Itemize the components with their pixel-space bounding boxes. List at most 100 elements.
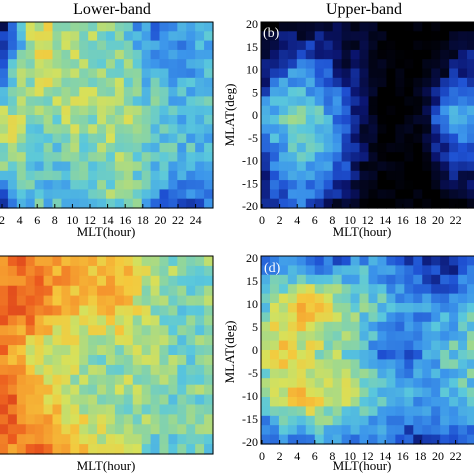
heatmap-cell — [314, 359, 325, 370]
heatmap-cell — [413, 170, 423, 181]
heatmap-cell — [52, 364, 63, 376]
heatmap-cell — [305, 350, 316, 360]
heatmap-cell — [204, 115, 214, 125]
heatmap-cell — [314, 115, 325, 125]
heatmap-cell — [43, 189, 54, 200]
heatmap-cell — [204, 295, 214, 307]
heatmap-cell — [159, 384, 170, 396]
heatmap-cell — [61, 444, 71, 455]
heatmap-cell — [25, 133, 36, 144]
heatmap-cell — [16, 96, 27, 107]
heatmap-cell — [467, 284, 474, 295]
heatmap-cell — [7, 180, 18, 190]
heatmap-cell — [395, 68, 405, 79]
heatmap-cell — [150, 394, 161, 406]
heatmap-cell — [395, 133, 405, 144]
x-tick-label: 12 — [362, 213, 374, 227]
heatmap-cell — [287, 256, 298, 266]
heatmap-cell — [377, 133, 388, 144]
heatmap-cell — [386, 293, 396, 304]
heatmap-cell — [114, 295, 125, 307]
heatmap-cell — [168, 180, 178, 190]
heatmap-cell — [25, 305, 36, 316]
heatmap-cell — [25, 364, 36, 376]
heatmap-cell — [422, 59, 432, 70]
heatmap-cell — [34, 394, 45, 406]
heatmap-cell — [106, 124, 116, 135]
heatmap-cell — [368, 77, 379, 88]
heatmap-cell — [123, 124, 134, 135]
heatmap-cell — [341, 198, 352, 209]
heatmap-cell — [350, 96, 361, 107]
heatmap-cell — [159, 31, 170, 42]
heatmap-cell — [431, 198, 441, 209]
heatmap-cell — [70, 355, 80, 366]
heatmap-cell — [123, 384, 134, 396]
heatmap-cell — [368, 142, 379, 153]
heatmap-cell — [141, 335, 152, 346]
y-tick-label: 5 — [252, 320, 258, 334]
heatmap-cell — [404, 368, 414, 379]
heatmap-cell — [168, 87, 178, 97]
heatmap-cell — [404, 425, 414, 436]
heatmap-cell — [123, 77, 134, 88]
heatmap-cell — [43, 115, 54, 125]
heatmap-cell — [413, 331, 423, 342]
heatmap-cell — [70, 305, 80, 316]
heatmap-cell — [431, 303, 441, 313]
heatmap-cell — [359, 59, 370, 70]
heatmap-cell — [422, 142, 432, 153]
heatmap-cell — [141, 133, 152, 144]
heatmap-cell — [296, 105, 307, 116]
heatmap-cell — [97, 256, 107, 267]
panel-a: Lower-band 2 4 6 8 10 12 14 16 18 20 22 24 MLT(hour… — [0, 1, 214, 239]
heatmap-cell — [261, 312, 271, 323]
heatmap-cell — [186, 142, 196, 153]
heatmap-cell — [123, 374, 134, 386]
heatmap-cell — [413, 96, 423, 107]
heatmap-cell — [261, 303, 271, 313]
heatmap-cell — [52, 325, 63, 336]
panel-c-heatmap — [0, 256, 214, 455]
heatmap-cell — [413, 133, 423, 144]
heatmap-cell — [159, 40, 170, 51]
heatmap-cell — [114, 275, 125, 287]
heatmap-cell — [88, 124, 98, 135]
y-tick-label: -20 — [242, 199, 258, 213]
heatmap-cell — [79, 180, 89, 190]
heatmap-cell — [177, 31, 187, 42]
heatmap-cell — [186, 285, 196, 297]
heatmap-cell — [395, 59, 405, 70]
heatmap-cell — [422, 180, 432, 190]
heatmap-cell — [269, 256, 280, 266]
heatmap-cell — [323, 49, 334, 60]
heatmap-cell — [449, 105, 459, 116]
heatmap-cell — [79, 434, 89, 445]
heatmap-cell — [332, 161, 343, 172]
heatmap-cell — [43, 152, 54, 163]
heatmap-cell — [305, 256, 316, 266]
heatmap-cell — [377, 180, 388, 190]
heatmap-cell — [177, 180, 187, 190]
heatmap-cell — [141, 96, 152, 107]
heatmap-cell — [467, 303, 474, 313]
heatmap-cell — [305, 142, 316, 153]
heatmap-cell — [269, 312, 280, 323]
heatmap-cell — [0, 424, 9, 435]
heatmap-cell — [377, 40, 388, 51]
heatmap-cell — [195, 434, 205, 445]
heatmap-cell — [314, 170, 325, 181]
heatmap-cell — [413, 68, 423, 79]
heatmap-cell — [467, 406, 474, 417]
heatmap-cell — [341, 303, 352, 313]
heatmap-cell — [0, 59, 9, 70]
heatmap-cell — [52, 444, 63, 455]
heatmap-cell — [332, 415, 343, 426]
heatmap-cell — [314, 425, 325, 436]
heatmap-cell — [287, 387, 298, 398]
heatmap-cell — [368, 105, 379, 116]
heatmap-cell — [16, 170, 27, 181]
heatmap-cell — [341, 77, 352, 88]
heatmap-cell — [404, 161, 414, 172]
heatmap-cell — [204, 170, 214, 181]
